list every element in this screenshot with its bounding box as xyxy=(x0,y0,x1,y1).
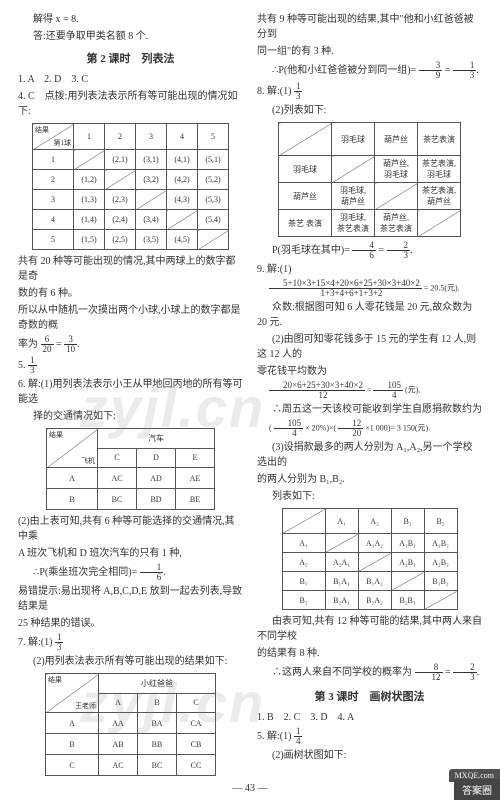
fraction: 39 xyxy=(419,61,443,80)
text: 的结果有 8 种. xyxy=(257,646,482,661)
text: 共有 9 种等可能出现的结果,其中"他和小红爸爸被分到 xyxy=(257,12,482,42)
text: 解得 x = 8. xyxy=(18,12,243,27)
text: (2)由上表可知,共有 6 种等可能选择的交通情况,其中乘 xyxy=(18,514,243,544)
text: ∴P(乘坐班次完全相同)= 16. xyxy=(18,563,243,582)
table-1: 结果第1球123451(2,1)(3,1)(4,1)(5,1)2(1,2)(3,… xyxy=(32,123,229,250)
fraction: 620 xyxy=(41,335,54,354)
text: 8. 解:(1) 13 xyxy=(257,82,482,101)
long-fraction: 5+10×3+15×4+20×6+25+30×3+40×21+3+4+6+1+3… xyxy=(257,279,482,298)
text: (2)由图可知零花钱多于 15 元的学生有 12 人,则这 12 人的 xyxy=(257,332,482,362)
answers: 1. A 2. D 3. C xyxy=(18,72,243,87)
text: = xyxy=(378,245,384,256)
long-fraction: 20×6+25+30×3+40×212 = 1054 (元). xyxy=(257,381,482,400)
fraction: 13 xyxy=(294,82,303,101)
fraction: 13 xyxy=(55,633,64,652)
text: 答:还要争取甲类名额 8 个. xyxy=(18,29,243,44)
text: ∴P(乘坐班次完全相同)= xyxy=(33,567,137,578)
text: 25 种结果的错误。 xyxy=(18,616,243,631)
text: (3)设捐款最多的两人分别为 A₁,A₂,另一个学校选出的 xyxy=(257,440,482,470)
text: (2)画树状图如下: xyxy=(257,748,482,763)
text: ∴P(他和小红爸爸被分到同一组)= xyxy=(272,65,416,76)
text: P(羽毛球在其中)= 46 = 23. xyxy=(257,241,482,260)
text: 9. 解:(1) xyxy=(257,262,482,277)
fraction: 13 xyxy=(453,61,477,80)
right-column: 共有 9 种等可能出现的结果,其中"他和小红爸爸被分到 同一组"的有 3 种. … xyxy=(257,10,482,780)
fraction: 310 xyxy=(64,335,77,354)
table-5: A₁A₂B₁B₂A₁A₁A₂A₁B₁A₁B₂A₂A₂A₁A₂B₁A₂B₂B₁B₁… xyxy=(282,508,458,610)
section-heading: 第 2 课时 列表法 xyxy=(18,50,243,66)
text: 同一组"的有 3 种. xyxy=(257,44,482,59)
text: 数的有 6 种。 xyxy=(18,286,243,301)
text: 所以从中随机一次摸出两个小球,小球上的数字都是奇数的概 xyxy=(18,303,243,333)
text: 8. 解:(1) xyxy=(257,86,291,97)
text: ( 1054 × 20%)×( 1220 ×1 000)= 3 150(元). xyxy=(257,419,482,438)
fraction: 16 xyxy=(140,563,164,582)
text: = xyxy=(56,339,62,350)
text: 5. 13 xyxy=(18,356,243,375)
table-4: 羽毛球葫芦丝茶艺表演羽毛球葫芦丝,羽毛球茶艺表演,羽毛球葫芦丝羽毛球,葫芦丝茶艺… xyxy=(278,122,461,237)
text: (元). xyxy=(405,385,420,394)
text: 9. 解:(1) xyxy=(257,264,291,275)
text: 7. 解:(1) 13 xyxy=(18,633,243,652)
text: (2)用列表法表示所有等可能出现的结果如下: xyxy=(18,654,243,669)
text: = 20.5(元). xyxy=(424,283,460,292)
text: 率为 xyxy=(18,339,38,350)
section-heading: 第 3 课时 画树状图法 xyxy=(257,688,482,704)
text: 众数:根据图可知 6 人零花钱是 20 元,故众数为 20 元. xyxy=(257,300,482,330)
text: 5. 解:(1) 14 xyxy=(257,727,482,746)
text: ∴P(他和小红爸爸被分到同一组)= 39 = 13. xyxy=(257,61,482,80)
left-column: 解得 x = 8. 答:还要争取甲类名额 8 个. 第 2 课时 列表法 1. … xyxy=(18,10,243,780)
text: 7. 解:(1) xyxy=(18,637,52,648)
text: 的两人分别为 B₁,B₂. xyxy=(257,472,482,487)
text: A 班次飞机和 D 班次汽车的只有 1 种, xyxy=(18,546,243,561)
text: 由表可知,共有 12 种等可能的结果,其中两人来自不同学校 xyxy=(257,614,482,644)
text: 列表如下: xyxy=(257,489,482,504)
table-3: 结果王老师小红爸爸ABCAAABACABABBBCBCACBCCC xyxy=(45,673,216,776)
text: 共有 20 种等可能出现的情况,其中两球上的数字都是奇 xyxy=(18,254,243,284)
text: ∴周五这一天该校可能收到学生自愿捐款数约为 xyxy=(257,402,482,417)
text: 6. 解:(1)用列表法表示小王从甲地回丙地的所有等可能选 xyxy=(18,377,243,407)
text: 5. xyxy=(18,360,26,371)
text: 择的交通情况如下: xyxy=(18,409,243,424)
text: = xyxy=(445,65,451,76)
source-badge: 答案圈 xyxy=(454,779,500,800)
text: 易错提示:易出现将 A,B,C,D,E 放到一起去列表,导致结果是 xyxy=(18,584,243,614)
text: 零花钱平均数为 xyxy=(257,364,482,379)
fraction: 13 xyxy=(28,356,37,375)
table-2: 结果飞机汽车CDEAACADAEBBCBDBE xyxy=(46,428,215,510)
text: 率为 620 = 310. xyxy=(18,335,243,354)
text: 4. C 点拨:用列表法表示所有等可能出现的情况如下: xyxy=(18,89,243,119)
text: P(羽毛球在其中)= xyxy=(272,245,350,256)
fraction: 46 xyxy=(352,241,376,260)
fraction: 23 xyxy=(387,241,411,260)
page-number: — 43 — xyxy=(0,783,500,794)
answers: 1. B 2. C 3. D 4. A xyxy=(257,710,482,725)
text: (2)列表如下: xyxy=(257,103,482,118)
text: ∴这两人来自不同学校的概率为 812 = 23. xyxy=(257,663,482,682)
